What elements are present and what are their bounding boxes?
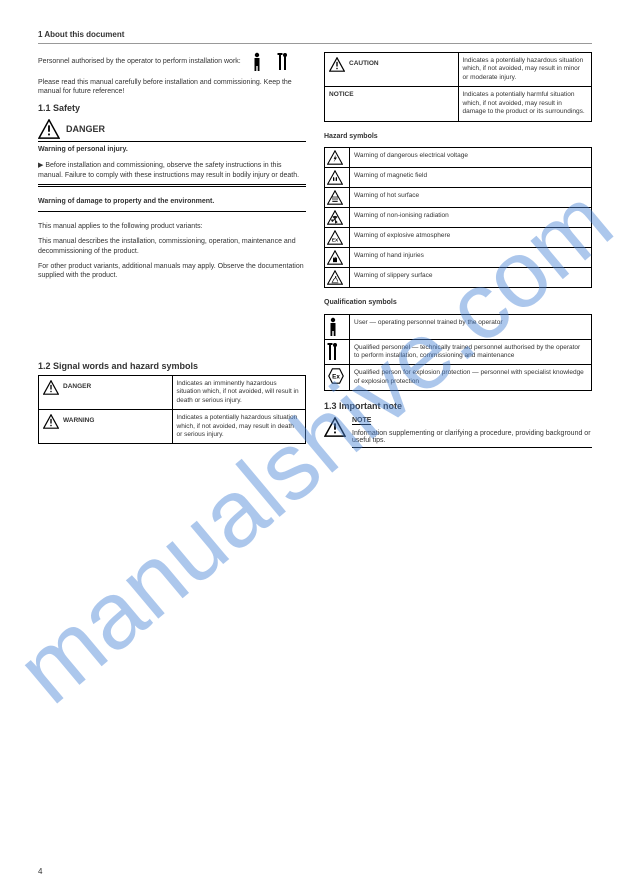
qualification-symbols-table: User — operating personnel trained by th… (324, 314, 592, 392)
hazard-icon-cell (325, 148, 350, 168)
table-row: Warning of hot surface (325, 188, 592, 208)
second-warning-body: Warning of damage to property and the en… (38, 193, 306, 211)
header-title: 1 About this document (38, 30, 592, 39)
qual-meaning: Qualified person for explosion protectio… (350, 365, 592, 391)
hazard-icon-cell (325, 188, 350, 208)
note-label: NOTE (352, 417, 371, 425)
signal-word: WARNING (63, 417, 94, 425)
signal-cell: WARNING (39, 410, 173, 444)
signal-words-table-right: CAUTION Indicates a potentially hazardou… (324, 52, 592, 122)
section-1-3-title: 1.3 Important note (324, 401, 592, 411)
svg-text:EX: EX (332, 238, 339, 243)
table-row: Warning of magnetic field (325, 168, 592, 188)
warning-triangle-icon (324, 417, 346, 437)
right-column: CAUTION Indicates a potentially hazardou… (324, 52, 592, 454)
scope-text-1: This manual applies to the following pro… (38, 222, 306, 231)
two-column-layout: Personnel authorised by the operator to … (38, 52, 592, 454)
signal-word: NOTICE (329, 91, 354, 98)
signal-cell: DANGER (39, 375, 173, 409)
hazard-meaning: Warning of non-ionising radiation (350, 208, 592, 228)
hazard-symbols-table: Warning of dangerous electrical voltage … (324, 147, 592, 288)
radiation-hazard-icon (327, 210, 343, 225)
second-warning-title: Warning of damage to property and the en… (38, 197, 306, 206)
danger-warning-body: ▶ Before installation and commissioning,… (38, 157, 306, 187)
meaning-cell: Indicates an imminently hazardous situat… (172, 375, 306, 409)
qual-meaning: User — operating personnel trained by th… (350, 314, 592, 339)
section-1-1-title: 1.1 Safety (38, 103, 306, 113)
hazard-meaning: Warning of explosive atmosphere (350, 228, 592, 248)
danger-warning-title: Warning of personal injury. (38, 145, 306, 154)
hazard-icon-cell (325, 168, 350, 188)
hazard-icon-cell: EX (325, 228, 350, 248)
table-row: NOTICE Indicates a potentially harmful s… (325, 87, 592, 121)
top-rule (38, 43, 592, 44)
table-row: DANGER Indicates an imminently hazardous… (39, 375, 306, 409)
danger-warning-block: DANGER Warning of personal injury. ▶ Bef… (38, 119, 306, 212)
hazard-meaning: Warning of hot surface (350, 188, 592, 208)
signal-cell: CAUTION (325, 53, 459, 87)
warning-triangle-icon (38, 119, 60, 139)
table-row: EX Warning of explosive atmosphere (325, 228, 592, 248)
danger-signal-word: DANGER (66, 124, 105, 134)
left-column: Personnel authorised by the operator to … (38, 52, 306, 454)
hazard-symbols-title: Hazard symbols (324, 132, 592, 141)
table-row: WARNING Indicates a potentially hazardou… (39, 410, 306, 444)
warning-triangle-icon (43, 380, 59, 395)
table-row: Ex Qualified person for explosion protec… (325, 365, 592, 391)
hazard-icon-cell (325, 208, 350, 228)
hazard-meaning: Warning of dangerous electrical voltage (350, 148, 592, 168)
tools-icon (327, 342, 339, 362)
meaning-cell: Indicates a potentially hazardous situat… (172, 410, 306, 444)
table-row: User — operating personnel trained by th… (325, 314, 592, 339)
page-number: 4 (38, 867, 42, 876)
signal-words-table-left: DANGER Indicates an imminently hazardous… (38, 375, 306, 445)
scope-text-2: This manual describes the installation, … (38, 237, 306, 256)
ex-hex-icon: Ex (327, 367, 345, 385)
hazard-icon-cell (325, 248, 350, 268)
qual-meaning: Qualified personnel — technically traine… (350, 339, 592, 365)
signal-word: CAUTION (349, 60, 379, 68)
qualification-symbols-title: Qualification symbols (324, 298, 592, 307)
scope-text-3: For other product variants, additional m… (38, 262, 306, 281)
intro-text-2: Please read this manual carefully before… (38, 78, 306, 97)
hazard-icon-cell (325, 268, 350, 288)
signal-cell: NOTICE (325, 87, 459, 121)
meaning-cell: Indicates a potentially harmful situatio… (458, 87, 592, 121)
magnet-hazard-icon (327, 170, 343, 185)
svg-text:Ex: Ex (332, 374, 340, 381)
hazard-meaning: Warning of magnetic field (350, 168, 592, 188)
danger-warning-header: DANGER (38, 119, 306, 142)
warning-triangle-icon (43, 414, 59, 429)
intro-text-1: Personnel authorised by the operator to … (38, 57, 241, 66)
meaning-cell: Indicates a potentially hazardous situat… (458, 53, 592, 87)
page-content: 1 About this document Personnel authoris… (0, 0, 630, 892)
electric-hazard-icon (327, 150, 343, 165)
hand-hazard-icon (327, 250, 343, 265)
hazard-meaning: Warning of slippery surface (350, 268, 592, 288)
explosion-hazard-icon: EX (327, 230, 343, 245)
table-row: CAUTION Indicates a potentially hazardou… (325, 53, 592, 87)
danger-warning-text: ▶ Before installation and commissioning,… (38, 161, 306, 180)
table-row: Warning of non-ionising radiation (325, 208, 592, 228)
qual-icon-cell (325, 339, 350, 365)
intro-with-icons: Personnel authorised by the operator to … (38, 52, 306, 72)
signal-word: DANGER (63, 383, 91, 391)
table-row: Warning of hand injuries (325, 248, 592, 268)
qual-icon-cell: Ex (325, 365, 350, 391)
table-row: Qualified personnel — technically traine… (325, 339, 592, 365)
person-icon (251, 52, 263, 72)
hazard-meaning: Warning of hand injuries (350, 248, 592, 268)
table-row: Warning of slippery surface (325, 268, 592, 288)
important-note-block: NOTE Information supplementing or clarif… (324, 417, 592, 448)
note-body: Information supplementing or clarifying … (352, 427, 592, 448)
tools-icon (277, 52, 289, 72)
table-row: Warning of dangerous electrical voltage (325, 148, 592, 168)
heat-hazard-icon (327, 190, 343, 205)
slip-hazard-icon (327, 270, 343, 285)
person-icon (327, 317, 339, 337)
warning-triangle-icon (329, 57, 345, 72)
section-1-2-title: 1.2 Signal words and hazard symbols (38, 361, 306, 371)
qual-icon-cell (325, 314, 350, 339)
